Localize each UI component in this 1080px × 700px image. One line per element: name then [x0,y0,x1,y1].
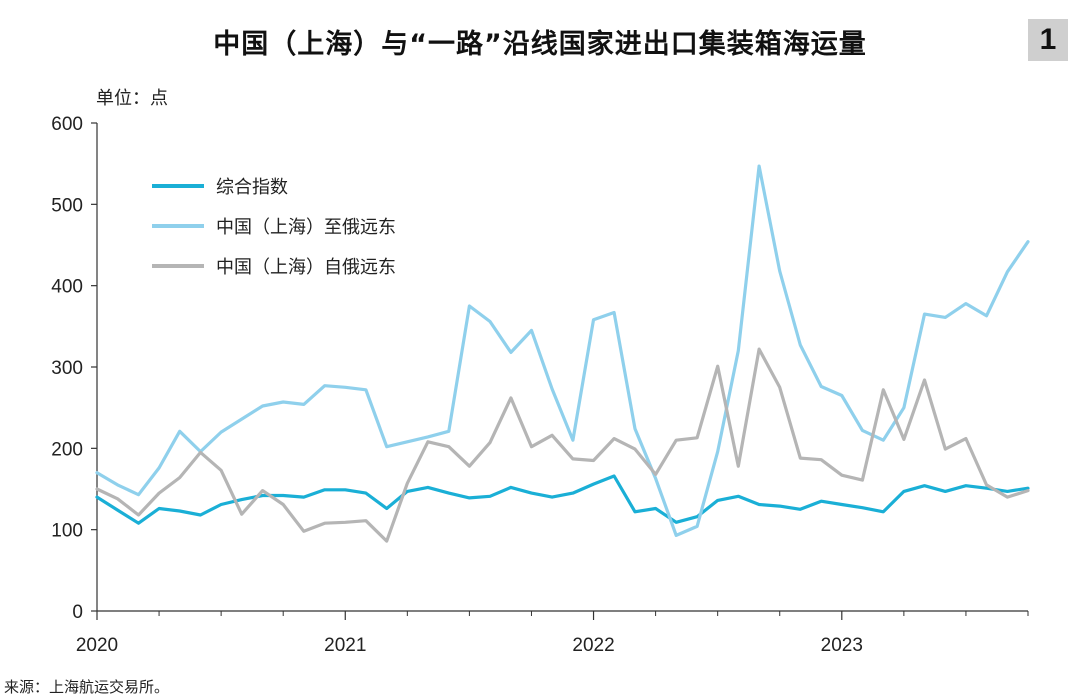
series-line-0 [95,474,1030,525]
y-tick-label: 300 [51,358,83,379]
series-lines [95,164,1030,543]
legend-label: 中国（上海）至俄远东 [216,217,396,238]
x-tick-label: 2022 [572,635,614,656]
axes: 0 100 200 300 400 500 600 2020 2021 2022 2023 [51,114,1029,656]
y-tick-label: 600 [51,114,83,135]
y-tick-label: 400 [51,277,83,298]
x-tick-label: 2020 [76,635,118,656]
y-tick-label: 500 [51,195,83,216]
x-tick-label: 2021 [324,635,366,656]
series-line-2 [95,347,1030,543]
source-note: 来源：上海航运交易所。 [4,678,170,696]
x-tick-label: 2023 [821,635,863,656]
unit-label: 单位：点 [96,88,168,109]
y-tick-label: 100 [51,521,83,542]
legend-label: 中国（上海）自俄远东 [216,257,396,278]
y-tick-label: 0 [72,602,83,623]
legend-label: 综合指数 [216,177,288,198]
chart-title: 中国（上海）与“一路”沿线国家进出口集装箱海运量 [213,29,867,60]
figure-number-badge: 1 [1028,19,1068,61]
y-tick-label: 200 [51,439,83,460]
